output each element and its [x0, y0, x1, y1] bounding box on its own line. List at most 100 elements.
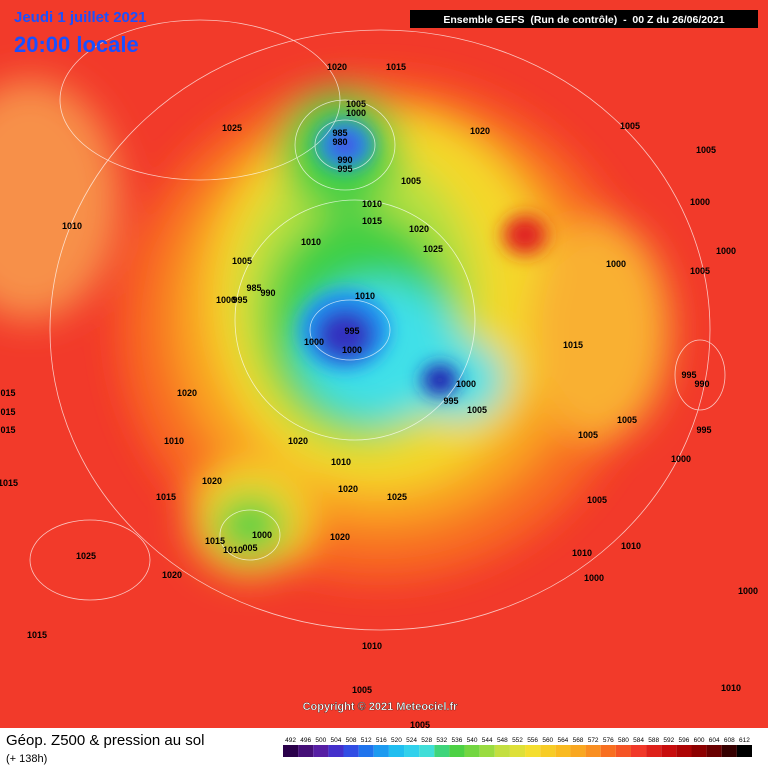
colorbar-label: 536 [452, 737, 463, 744]
colorbar-label: 612 [739, 737, 750, 744]
isobar-label: 1005 [617, 415, 637, 425]
footer-title: Géop. Z500 & pression au sol [6, 732, 204, 749]
isobar-label: 1025 [423, 244, 443, 254]
isobar-label: 1005 [232, 256, 252, 266]
colorbar-label: 560 [542, 737, 553, 744]
colorbar-label: 516 [376, 737, 387, 744]
isobar-label: 015 [0, 407, 15, 417]
colorbar-cell [585, 745, 601, 757]
isobar-label: 1005 [696, 145, 716, 155]
isobar-label: 1000 [671, 454, 691, 464]
isobar-label: 1005 [401, 176, 421, 186]
colorbar-label: 504 [331, 737, 342, 744]
colorbar-label: 548 [497, 737, 508, 744]
colorbar-cell [283, 745, 299, 757]
isobar-label: 1010 [362, 641, 382, 651]
isobar-label: 1005 [578, 430, 598, 440]
isobar-label: 985 [246, 283, 261, 293]
isobar-label: 1020 [330, 532, 350, 542]
isobar-label: 1000 [606, 259, 626, 269]
isobar-label: 1015 [0, 478, 18, 488]
isobar-label: 995 [232, 295, 247, 305]
colorbar-label: 592 [663, 737, 674, 744]
isobar-label: 1025 [222, 123, 242, 133]
isobar-label: 1005 [587, 495, 607, 505]
colorbar-cell [358, 745, 374, 757]
isobar-label: 1025 [76, 551, 96, 561]
isobar-label: 1015 [362, 216, 382, 226]
colorbar-label: 608 [724, 737, 735, 744]
colorbar-label: 524 [406, 737, 417, 744]
colorbar-label: 528 [421, 737, 432, 744]
colorbar-cell [736, 745, 752, 757]
colorbar-label: 520 [391, 737, 402, 744]
time: 20:00 locale [14, 32, 139, 57]
colorbar-label: 544 [482, 737, 493, 744]
isobar-label: 1020 [162, 570, 182, 580]
isobar-label: 1000 [304, 337, 324, 347]
colorbar-cell [388, 745, 405, 757]
isobar-label: 990 [337, 155, 352, 165]
isobar-label: 995 [344, 326, 359, 336]
isobar-label: 995 [696, 425, 711, 435]
run-info: Ensemble GEFS (Run de contrôle) - 00 Z d… [443, 14, 724, 26]
colorbar-label: 496 [300, 737, 311, 744]
isobar-label: 1010 [362, 199, 382, 209]
colorbar-cell [464, 745, 480, 757]
isobar-label: 015 [0, 425, 15, 435]
isobar-label: 1020 [409, 224, 429, 234]
isobar-label: 1005 [346, 99, 366, 109]
isobar-label: 1005 [690, 266, 710, 276]
isobar-label: 995 [443, 396, 458, 406]
colorbar-cell [676, 745, 692, 757]
isobar-label: 1020 [202, 476, 222, 486]
colorbar-cell [494, 745, 510, 757]
colorbar-label: 580 [618, 737, 629, 744]
isobar-label: 995 [337, 164, 352, 174]
isobar-label: 1000 [716, 246, 736, 256]
colorbar-cell [706, 745, 722, 757]
colorbar-cell [328, 745, 344, 757]
colorbar-label: 512 [361, 737, 372, 744]
colorbar-cell [449, 745, 465, 757]
colorbar-cell [298, 745, 314, 757]
isobar-label: 005 [242, 543, 257, 553]
colorbar-cell [419, 745, 435, 757]
isobar-label: 980 [332, 137, 347, 147]
colorbar-cell [630, 745, 647, 757]
isobar-label: 1015 [156, 492, 176, 502]
colorbar-cell [691, 745, 707, 757]
colorbar-label: 584 [633, 737, 644, 744]
colorbar-label: 588 [648, 737, 659, 744]
isobar-label: 985 [332, 128, 347, 138]
colorbar-cell [646, 745, 662, 757]
isobar-label: 1000 [216, 295, 236, 305]
isobar-label: 1010 [331, 457, 351, 467]
colorbar-cell [570, 745, 586, 757]
isobar-label: 1015 [386, 62, 406, 72]
isobar-label: 1000 [252, 530, 272, 540]
isobar-label: 1020 [470, 126, 490, 136]
colorbar-label: 564 [557, 737, 568, 744]
isobar-label: 1010 [164, 436, 184, 446]
isobar-label: 1000 [738, 586, 758, 596]
isobars [29, 19, 726, 631]
isobar-label: 1025 [387, 492, 407, 502]
isobar-label: 1010 [721, 683, 741, 693]
isobar-label: 1015 [205, 536, 225, 546]
colorbar-label: 600 [694, 737, 705, 744]
colorbar-cell [509, 745, 526, 757]
isobar-label: 990 [694, 379, 709, 389]
colorbar-cell [479, 745, 495, 757]
colorbar: 492 496 500 504 508 512 516 520 524 528 532 536 540 5… [283, 737, 752, 757]
colorbar-cell [373, 745, 389, 757]
isobar-label: 1005 [352, 685, 372, 695]
isobar-label: 1010 [223, 545, 243, 555]
isobar-label: 1020 [327, 62, 347, 72]
isobar-label: 1005 [410, 720, 430, 730]
colorbar-label: 552 [512, 737, 523, 744]
isobar-label: 1010 [301, 237, 321, 247]
isobar-label: 1000 [584, 573, 604, 583]
